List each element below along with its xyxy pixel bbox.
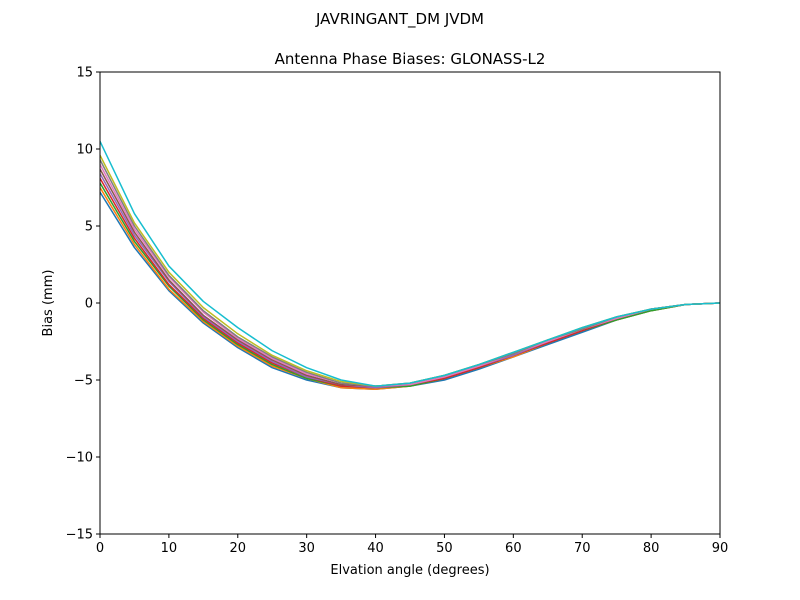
series-line-3 — [100, 182, 720, 389]
chart-title: Antenna Phase Biases: GLONASS-L2 — [275, 50, 546, 68]
y-tick-label: 15 — [76, 66, 93, 81]
y-tick-label: 5 — [85, 220, 93, 235]
x-axis: 0 10 20 30 40 50 60 70 80 90 — [96, 534, 728, 556]
y-axis-label: Bias (mm) — [41, 270, 56, 337]
x-tick-label: 30 — [298, 541, 315, 556]
y-tick-label: −10 — [66, 451, 93, 466]
series-line-10 — [100, 140, 720, 387]
figure-suptitle: JAVRINGANT_DM JVDM — [315, 10, 484, 29]
x-tick-label: 40 — [367, 541, 384, 556]
x-tick-label: 20 — [230, 541, 247, 556]
y-tick-label: −5 — [74, 374, 93, 389]
y-tick-label: 10 — [76, 143, 93, 158]
x-tick-label: 90 — [712, 541, 729, 556]
series-line-7 — [100, 164, 720, 387]
series-group — [100, 140, 720, 390]
x-tick-label: 60 — [505, 541, 522, 556]
y-tick-label: 0 — [85, 297, 93, 312]
x-tick-label: 10 — [161, 541, 178, 556]
y-tick-label: −15 — [66, 528, 93, 543]
x-tick-label: 50 — [436, 541, 453, 556]
y-axis: −15 −10 −5 0 5 10 15 — [66, 66, 100, 543]
x-tick-label: 80 — [643, 541, 660, 556]
x-axis-label: Elvation angle (degrees) — [330, 563, 489, 578]
x-tick-label: 70 — [574, 541, 591, 556]
x-tick-label: 0 — [96, 541, 104, 556]
